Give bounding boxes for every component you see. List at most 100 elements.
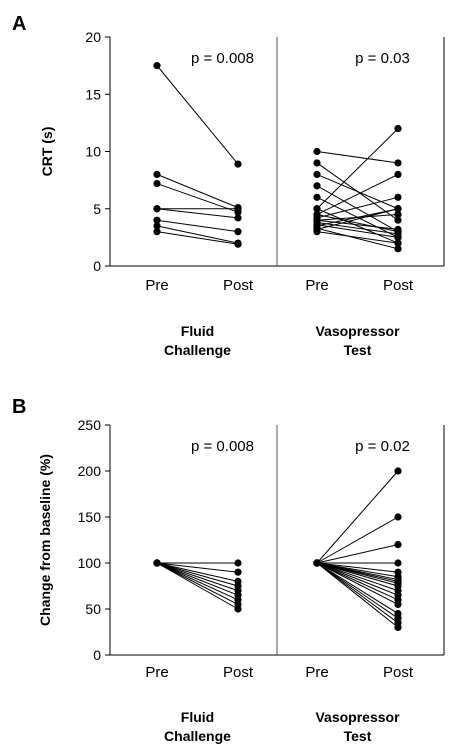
group-title-line: Vasopressor xyxy=(315,709,400,725)
y-axis-title: CRT (s) xyxy=(39,127,55,177)
y-axis-title: Change from baseline (%) xyxy=(37,454,53,626)
pre-point xyxy=(313,205,321,213)
pre-point xyxy=(313,159,321,167)
p-value-label: p = 0.008 xyxy=(191,50,254,67)
pre-point xyxy=(153,222,161,230)
subject-line xyxy=(316,562,399,624)
post-point xyxy=(394,467,402,475)
subject-line xyxy=(156,231,239,245)
post-point xyxy=(234,214,242,222)
x-category-label: Pre xyxy=(305,664,328,681)
post-point xyxy=(394,210,402,219)
x-category-label: Post xyxy=(223,664,254,681)
x-category-label: Post xyxy=(383,277,414,294)
group-title-line: Test xyxy=(344,342,372,358)
post-point xyxy=(394,623,402,632)
post-point xyxy=(234,559,242,567)
group-title-line: Test xyxy=(344,728,372,744)
subject-line xyxy=(316,213,399,233)
subject-line xyxy=(316,173,399,215)
pre-point xyxy=(153,228,161,236)
post-point xyxy=(394,125,402,133)
y-tick-label: 20 xyxy=(85,29,101,45)
group-title-line: Fluid xyxy=(181,709,214,725)
subject-line xyxy=(316,562,399,601)
post-point xyxy=(394,600,402,609)
y-tick-label: 0 xyxy=(93,258,101,274)
subject-line xyxy=(156,225,239,244)
subject-line xyxy=(316,562,399,596)
post-point xyxy=(394,193,402,201)
y-tick-label: 100 xyxy=(78,555,102,571)
pre-point xyxy=(313,225,321,233)
subject-line xyxy=(156,183,239,213)
post-point xyxy=(394,170,402,178)
subject-line xyxy=(316,562,399,592)
post-point xyxy=(234,568,242,576)
post-point xyxy=(394,541,402,549)
group-title-line: Challenge xyxy=(164,728,231,744)
subject-line xyxy=(316,196,399,219)
post-point xyxy=(394,159,402,167)
y-tick-label: 0 xyxy=(93,647,101,663)
panel-label: B xyxy=(12,396,26,418)
pre-point xyxy=(313,193,321,201)
subject-line xyxy=(316,516,399,564)
pre-point xyxy=(153,216,161,224)
group-title-line: Fluid xyxy=(181,323,214,339)
panel-label: A xyxy=(12,13,26,35)
subject-line xyxy=(156,562,239,582)
subject-line xyxy=(156,562,239,601)
group-title-line: Challenge xyxy=(164,342,231,358)
subject-line xyxy=(316,544,399,564)
subject-line xyxy=(156,562,239,596)
post-point xyxy=(394,205,402,213)
x-category-label: Post xyxy=(223,277,254,294)
subject-line xyxy=(156,562,239,605)
subject-line xyxy=(316,213,399,221)
p-value-label: p = 0.03 xyxy=(355,50,410,67)
post-point xyxy=(394,216,402,224)
subject-line xyxy=(316,562,399,619)
post-point xyxy=(234,240,242,248)
subject-line xyxy=(316,562,399,628)
p-value-label: p = 0.008 xyxy=(191,438,254,455)
pre-point xyxy=(153,170,161,178)
x-category-label: Pre xyxy=(305,277,328,294)
x-category-label: Pre xyxy=(145,277,168,294)
post-point xyxy=(394,513,402,521)
subject-line xyxy=(316,185,399,233)
pre-point xyxy=(313,147,321,156)
subject-line xyxy=(316,227,399,250)
pre-point xyxy=(313,559,321,567)
subject-line xyxy=(156,65,239,165)
y-tick-label: 50 xyxy=(85,601,101,617)
post-point xyxy=(234,605,242,613)
x-category-label: Post xyxy=(383,664,414,681)
subject-line xyxy=(316,208,399,230)
post-point xyxy=(394,233,402,241)
pre-point xyxy=(313,216,321,224)
x-category-label: Pre xyxy=(145,664,168,681)
subject-line xyxy=(316,470,399,564)
pre-point xyxy=(153,205,161,213)
post-point xyxy=(394,239,402,247)
y-tick-label: 5 xyxy=(93,201,101,217)
y-tick-label: 150 xyxy=(78,509,102,525)
subject-line xyxy=(156,219,239,233)
subject-line xyxy=(316,562,399,605)
pre-point xyxy=(153,179,161,188)
subject-line xyxy=(316,128,399,210)
post-point xyxy=(234,160,242,168)
subject-line xyxy=(316,221,399,235)
y-tick-label: 15 xyxy=(85,86,101,102)
subject-line xyxy=(156,208,239,219)
p-value-label: p = 0.02 xyxy=(355,438,410,455)
pre-point xyxy=(313,182,321,190)
pre-point xyxy=(153,559,161,567)
post-point xyxy=(234,228,242,236)
post-point xyxy=(394,245,402,253)
y-tick-label: 250 xyxy=(78,417,102,433)
subject-line xyxy=(156,562,239,573)
